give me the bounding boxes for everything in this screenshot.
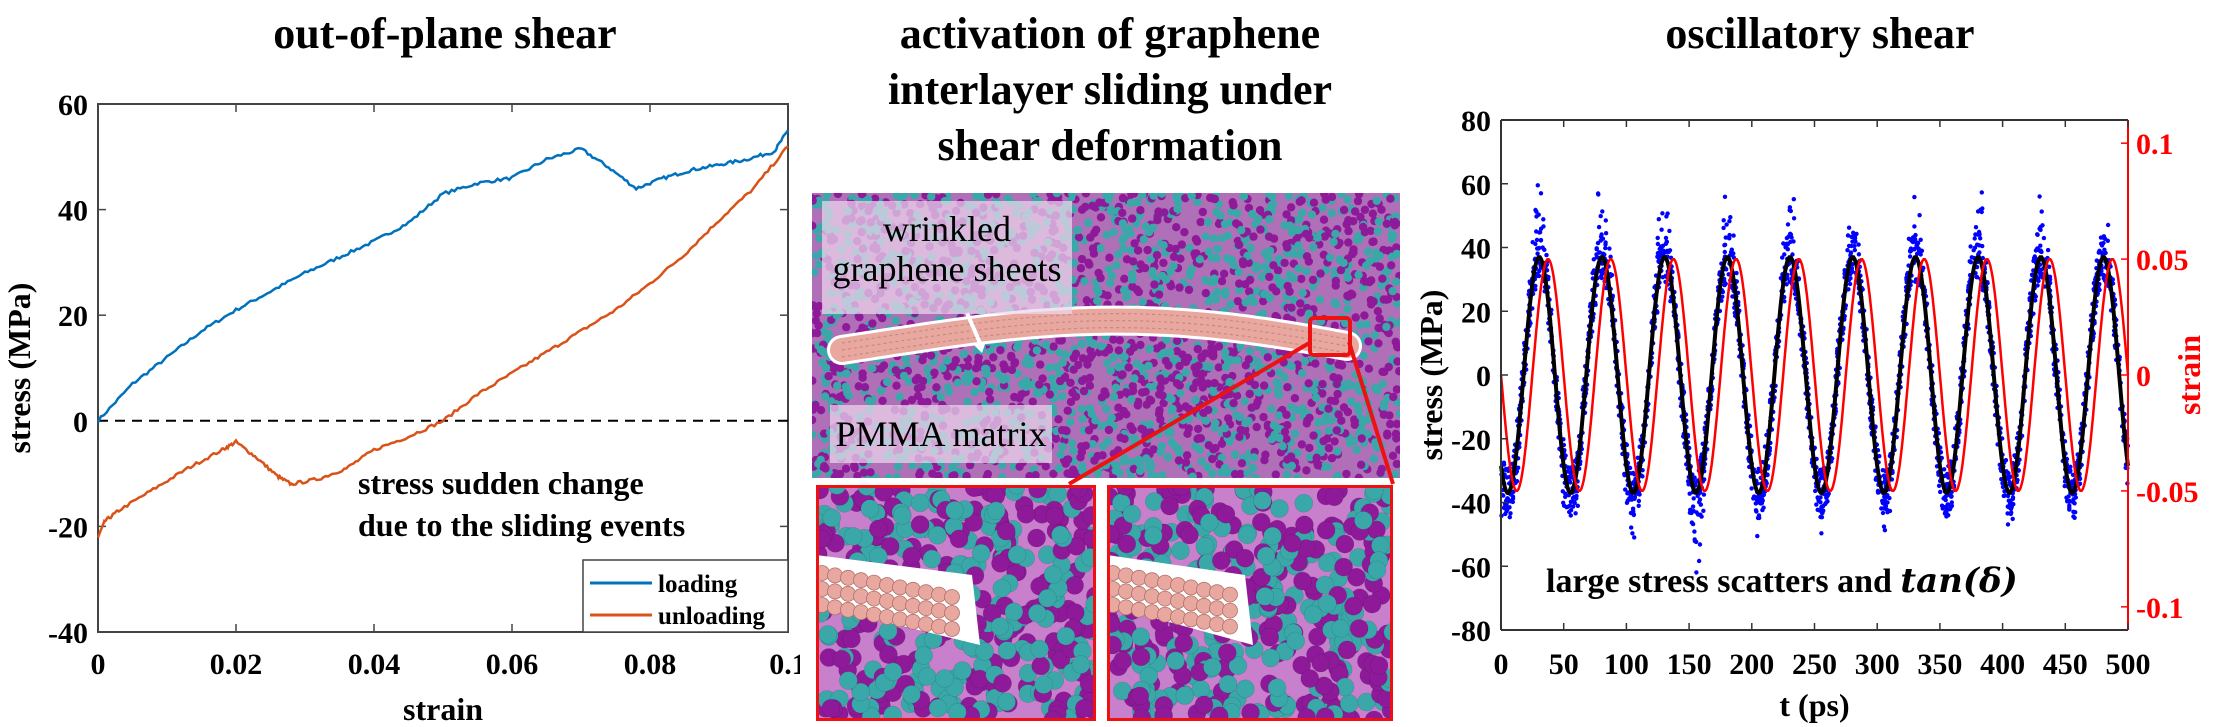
sliding-inset-after (1107, 485, 1393, 721)
left-panel-title: out-of-plane shear (273, 9, 617, 58)
legend-label-unloading: unloading (658, 603, 766, 630)
y-tick-label: -40 (48, 617, 88, 650)
x-tick-label: 0 (91, 648, 106, 681)
x-tick-label: 300 (1855, 648, 1900, 681)
x-tick-label: 50 (1549, 648, 1579, 681)
stress-fit-line (1499, 255, 2130, 495)
y-tick-label: -40 (1451, 488, 1491, 521)
right-y-tick-label: -0.05 (2136, 476, 2199, 509)
x-tick-label: 200 (1729, 648, 1774, 681)
graphene-label-line2: graphene sheets (832, 249, 1062, 289)
y-tick-label: 0 (73, 406, 88, 439)
graphene-label-line1: wrinkled (883, 209, 1011, 249)
y-tick-label: -80 (1451, 615, 1491, 648)
y-axis-label: stress (MPa) (1420, 290, 1449, 461)
plot-frame (97, 103, 789, 633)
zoom-region-box (1308, 316, 1352, 357)
middle-panel-title-line1: activation of graphene (899, 9, 1321, 58)
x-axis-label: t (ps) (1779, 687, 1849, 723)
strain-line (1499, 258, 2130, 492)
middle-panel-title-line2: interlayer sliding under (887, 65, 1333, 114)
oscillatory-shear-chart: 0 50 100 150 200 250 300 350 400 450 500-80-60-40-… (1420, 105, 2207, 723)
right-y-tick-label: 0.1 (2136, 128, 2174, 161)
y-tick-label: -20 (48, 511, 88, 544)
y-tick-label: 40 (58, 195, 88, 228)
x-tick-label: 0.06 (486, 648, 539, 681)
x-axis-label: strain (403, 691, 483, 727)
y-tick-label: 60 (1461, 169, 1491, 202)
right-y-tick-label: -0.1 (2136, 592, 2184, 625)
x-tick-label: 0.08 (624, 648, 677, 681)
arrow-icon (965, 312, 982, 344)
y-tick-label: 80 (1461, 105, 1491, 138)
x-tick-label: 0.1 (769, 648, 800, 681)
legend-label-loading: loading (658, 571, 738, 598)
x-tick-label: 350 (1917, 648, 1962, 681)
y-tick-label: 60 (58, 89, 88, 122)
pmma-matrix-label: PMMA matrix (830, 405, 1052, 463)
x-tick-label: 100 (1604, 648, 1649, 681)
right-panel-title: oscillatory shear (1665, 9, 1975, 58)
y-tick-label: -60 (1451, 551, 1491, 584)
x-tick-label: 450 (2043, 648, 2088, 681)
series-line-loading (96, 129, 790, 423)
right-y-tick-label: 0.05 (2136, 244, 2189, 277)
y-tick-label: 0 (1476, 360, 1491, 393)
right-y-tick-label: 0 (2136, 360, 2151, 393)
x-tick-label: 250 (1792, 648, 1837, 681)
y-axis-label: stress (MPa) (1, 283, 37, 454)
sliding-inset-before (816, 485, 1096, 721)
zoom-indicator-lines (1067, 340, 1395, 486)
legend: loading unloading (582, 559, 789, 633)
graphene-label: wrinkled graphene sheets (822, 201, 1072, 314)
x-tick-label: 0.04 (348, 648, 401, 681)
series-line-unloading (96, 145, 789, 538)
x-tick-label: 0 (1494, 648, 1509, 681)
annotation-text: stress sudden change due to the sliding e… (358, 465, 685, 543)
x-tick-label: 400 (1980, 648, 2025, 681)
y-tick-label: 20 (58, 300, 88, 333)
middle-panel-title-line3: shear deformation (937, 121, 1283, 170)
annotation-text: large stress scatters and tan(δ) (1546, 561, 2018, 601)
right-y-axis-label: strain (2171, 335, 2207, 415)
y-tick-label: 20 (1461, 296, 1491, 329)
y-tick-label: 40 (1461, 233, 1491, 266)
x-tick-label: 0.02 (210, 648, 263, 681)
stress-strain-chart: 0 0.02 0.04 0.06 0.08 0.1 -40 -20 0 20 40 60 strain s… (1, 89, 800, 727)
x-tick-label: 500 (2106, 648, 2151, 681)
x-tick-label: 150 (1667, 648, 1712, 681)
y-tick-label: -20 (1451, 424, 1491, 457)
